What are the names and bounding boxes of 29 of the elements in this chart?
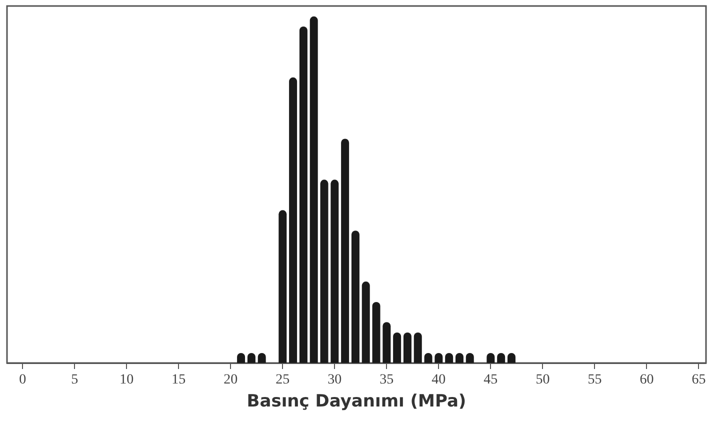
bar — [320, 180, 328, 363]
x-tick-label: 45 — [484, 372, 498, 388]
x-tick-label: 5 — [71, 372, 78, 388]
bar — [393, 332, 402, 363]
x-tick-label: 10 — [120, 372, 134, 388]
x-tick-label: 30 — [328, 372, 342, 388]
bar — [289, 77, 298, 363]
x-tick-label: 25 — [276, 372, 290, 388]
bar — [278, 210, 287, 363]
x-tick-label: 20 — [224, 372, 238, 388]
x-tick-label: 55 — [588, 372, 602, 388]
bar — [341, 138, 350, 363]
bar — [362, 282, 370, 363]
x-tick-label: 0 — [19, 372, 26, 388]
x-tick-label: 50 — [536, 372, 550, 388]
x-tick-label: 65 — [692, 372, 706, 388]
x-tick-label: 35 — [380, 372, 394, 388]
bar — [414, 332, 422, 363]
x-tick-label: 15 — [172, 372, 186, 388]
bar — [372, 302, 380, 363]
bar — [382, 322, 391, 363]
bar — [351, 230, 360, 363]
bar — [330, 180, 339, 363]
x-tick-label: 60 — [640, 372, 654, 388]
bar — [299, 26, 308, 363]
bar — [403, 332, 412, 363]
bar — [310, 16, 318, 363]
x-axis-title: Basınç Dayanımı (MPa) — [246, 392, 466, 412]
x-tick-label: 40 — [432, 372, 446, 388]
